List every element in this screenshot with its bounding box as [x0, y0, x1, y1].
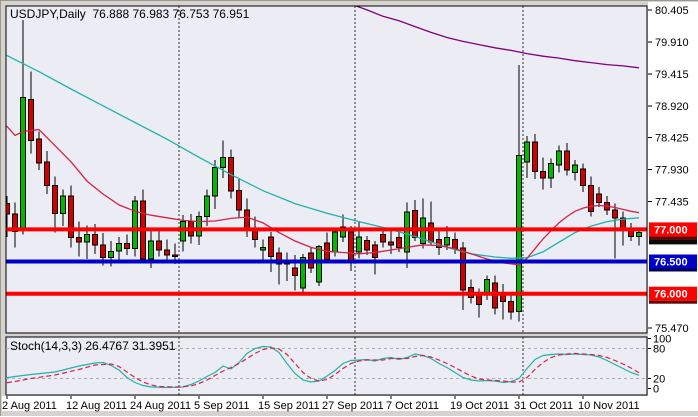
- price-tick-label: 78.425: [655, 133, 689, 145]
- date-tick-label: 24 Aug 2011: [130, 400, 191, 412]
- ma-long-purple: [354, 6, 640, 69]
- candle: [532, 134, 538, 180]
- svg-text:76.000: 76.000: [654, 289, 688, 301]
- candle: [508, 292, 514, 320]
- price-tick-label: 80.405: [655, 5, 689, 17]
- candle: [28, 71, 34, 154]
- date-tick-label: 31 Oct 2011: [514, 400, 573, 412]
- candle: [260, 239, 266, 261]
- candle: [316, 244, 322, 286]
- price-tick-label: 75.470: [655, 323, 689, 335]
- candle: [156, 229, 162, 257]
- svg-text:77.000: 77.000: [654, 224, 688, 236]
- chart-title: USDJPY,Daily 76.888 76.983 76.753 76.951: [10, 7, 250, 21]
- candle: [588, 176, 594, 217]
- candle: [236, 179, 242, 218]
- date-tick-label: 12 Aug 2011: [66, 400, 127, 412]
- candle: [460, 242, 466, 310]
- candle: [268, 231, 274, 272]
- price-tick-label: 77.930: [655, 165, 689, 177]
- date-tick-label: 27 Sep 2011: [322, 400, 384, 412]
- candle: [60, 189, 66, 227]
- candle: [516, 65, 522, 322]
- price-tick-label: 79.910: [655, 37, 689, 49]
- candle: [404, 202, 410, 268]
- candle: [572, 159, 578, 181]
- candle: [212, 159, 218, 209]
- date-tick-label: 10 Nov 2011: [578, 400, 640, 412]
- date-tick-label: 15 Sep 2011: [258, 400, 320, 412]
- candle: [276, 247, 282, 285]
- ma-fast-red: [6, 125, 640, 266]
- candle: [580, 163, 586, 192]
- candle: [412, 199, 418, 241]
- candle: [540, 157, 546, 190]
- date-tick-label: 19 Oct 2011: [450, 400, 509, 412]
- candle: [548, 158, 554, 189]
- stoch-indicator-label: Stoch(14,3,3) 26.4767 31.3951: [10, 339, 176, 353]
- price-level-tag[interactable]: 76.000: [649, 286, 697, 304]
- svg-text:76.500: 76.500: [654, 257, 688, 269]
- date-tick-label: 7 Oct 2011: [386, 400, 439, 412]
- candle: [52, 176, 58, 233]
- candle: [204, 189, 210, 227]
- candle: [556, 145, 562, 173]
- candle: [68, 185, 74, 248]
- candle: [524, 136, 530, 178]
- candle: [44, 150, 50, 194]
- stoch-signal: [6, 347, 640, 388]
- price-tick-label: 77.435: [655, 196, 689, 208]
- stoch-tick-label: 0: [653, 384, 659, 396]
- candle: [132, 195, 138, 257]
- candle: [116, 237, 122, 262]
- candle: [636, 230, 642, 246]
- current-price-tag-partial: [649, 239, 697, 245]
- candle: [364, 235, 370, 256]
- stoch-tick-label: 80: [653, 344, 665, 356]
- candle: [220, 140, 226, 178]
- stoch-panel-frame: [5, 336, 648, 396]
- candle: [164, 239, 170, 261]
- date-tick-label: 5 Sep 2011: [194, 400, 249, 412]
- stoch-tick-label: 20: [653, 374, 665, 386]
- candle: [36, 131, 42, 171]
- price-level-tag[interactable]: 76.500: [649, 254, 697, 272]
- price-level-tag[interactable]: 77.000: [649, 222, 697, 240]
- main-panel-frame: [5, 5, 648, 334]
- candle: [124, 234, 130, 256]
- stoch-main: [6, 345, 640, 389]
- date-tick-label: 2 Aug 2011: [2, 400, 57, 412]
- candle: [372, 241, 378, 275]
- price-tick-label: 79.415: [655, 69, 689, 81]
- candle: [564, 143, 570, 176]
- stoch-tick-label: 100: [653, 334, 671, 346]
- price-tick-label: 78.920: [655, 101, 689, 113]
- candle: [596, 186, 602, 207]
